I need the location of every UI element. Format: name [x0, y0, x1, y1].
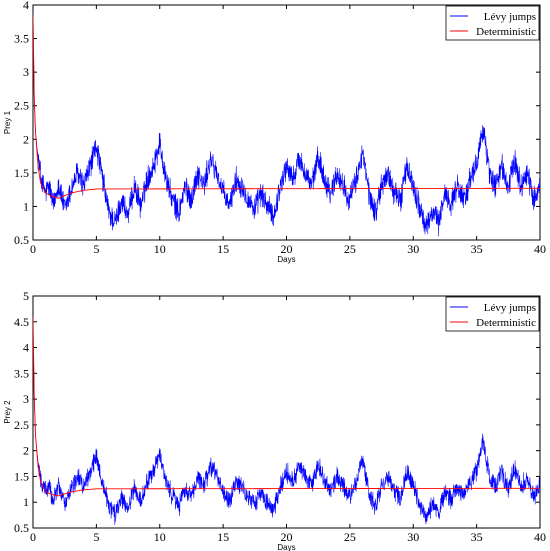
x-tick-label: 20 — [281, 530, 293, 544]
y-tick-label: 4.5 — [14, 315, 29, 329]
legend-entry: Deterministic — [476, 26, 536, 38]
deterministic-series — [33, 15, 540, 199]
y-tick-label: 2 — [23, 132, 29, 146]
y-tick-label: 3 — [23, 65, 29, 79]
levy-jumps-series — [33, 321, 540, 525]
prey-1-chart: 0 5 10 15 20 25 30 35 40 0.5 1 1.5 2 2.5 3 3.5 4 Days Prey… — [3, 0, 546, 264]
prey-2-chart: 0 5 10 15 20 25 30 35 40 0.5 1 1.5 2 2.5 3 3.5 4 4.5 5 Days… — [3, 289, 546, 551]
legend — [445, 296, 540, 332]
x-tick-label: 35 — [471, 530, 483, 544]
x-tick-label: 5 — [93, 242, 99, 256]
legend-entry: Deterministic — [476, 317, 536, 329]
x-tick-label: 10 — [154, 242, 166, 256]
x-tick-label: 35 — [471, 242, 483, 256]
x-tick-label: 40 — [534, 530, 546, 544]
x-axis-label: Days — [277, 255, 295, 264]
y-tick-label: 1 — [23, 495, 29, 509]
y-axis-label: Prey 1 — [3, 110, 12, 134]
deterministic-series — [33, 316, 540, 497]
x-tick-label: 15 — [217, 530, 229, 544]
y-tick-label: 2.5 — [14, 99, 29, 113]
y-tick-label: 1.5 — [14, 469, 29, 483]
legend-entry: Lévy jumps — [484, 302, 536, 314]
x-axis-label: Days — [277, 543, 295, 551]
y-tick-label: 1.5 — [14, 166, 29, 180]
legend-entry: Lévy jumps — [484, 11, 536, 23]
plot-area — [32, 4, 541, 241]
x-tick-label: 30 — [407, 242, 419, 256]
y-axis-label: Prey 2 — [3, 400, 12, 424]
x-tick-label: 10 — [154, 530, 166, 544]
x-tick-label: 20 — [281, 242, 293, 256]
y-tick-label: 1 — [23, 199, 29, 213]
x-tick-label: 30 — [407, 530, 419, 544]
y-tick-label: 5 — [23, 289, 29, 303]
y-tick-label: 2 — [23, 444, 29, 458]
levy-jumps-series — [33, 11, 540, 237]
y-tick-label: 4 — [23, 0, 29, 12]
y-tick-label: 3.5 — [14, 366, 29, 380]
x-tick-label: 25 — [344, 530, 356, 544]
x-tick-label: 15 — [217, 242, 229, 256]
x-tick-label: 0 — [30, 242, 36, 256]
y-tick-label: 3.5 — [14, 32, 29, 46]
x-tick-label: 25 — [344, 242, 356, 256]
y-tick-label: 4 — [23, 341, 29, 355]
x-tick-label: 0 — [30, 530, 36, 544]
y-tick-label: 3 — [23, 392, 29, 406]
y-tick-label: 0.5 — [14, 521, 29, 535]
y-tick-label: 0.5 — [14, 233, 29, 247]
x-tick-label: 5 — [93, 530, 99, 544]
y-tick-label: 2.5 — [14, 418, 29, 432]
legend — [445, 5, 540, 41]
x-tick-label: 40 — [534, 242, 546, 256]
